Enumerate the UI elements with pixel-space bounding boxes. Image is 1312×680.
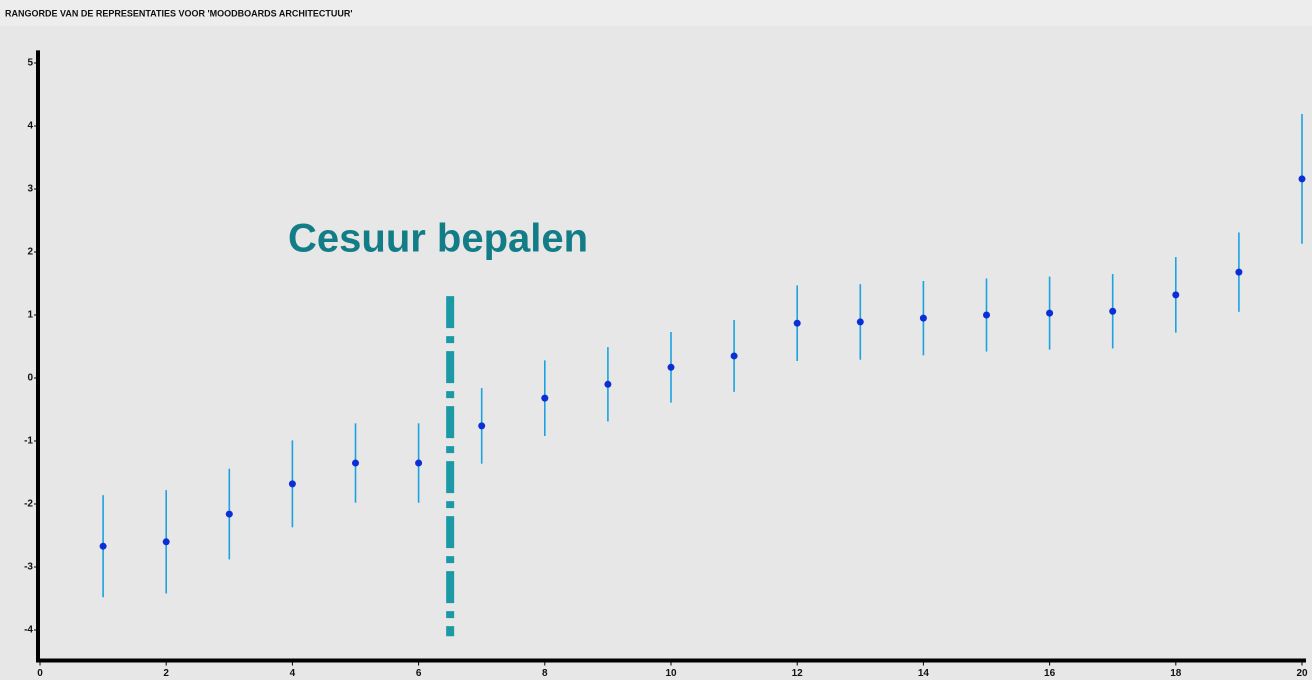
y-tick-label: 3 <box>27 184 33 195</box>
x-tick-label: 4 <box>290 668 296 679</box>
point <box>1046 309 1054 317</box>
point <box>983 311 990 319</box>
y-tick-label: -1 <box>24 436 33 447</box>
point <box>604 380 612 388</box>
point <box>856 318 864 326</box>
point <box>478 422 486 430</box>
chart-title: RANGORDE VAN DE REPRESENTATIES VOOR 'MOO… <box>5 8 352 18</box>
x-tick-label: 2 <box>163 668 169 679</box>
y-tick-label: 0 <box>27 373 33 384</box>
point <box>793 319 801 327</box>
y-tick-label: 5 <box>27 58 33 69</box>
x-tick-label: 0 <box>37 668 43 679</box>
point <box>1109 307 1117 315</box>
point <box>225 510 233 518</box>
x-tick-label: 8 <box>542 668 548 679</box>
point <box>99 542 107 550</box>
point <box>1235 268 1243 276</box>
y-tick-label: -2 <box>24 499 33 510</box>
x-tick-label: 10 <box>665 668 677 679</box>
y-tick-label: 1 <box>27 310 33 321</box>
x-tick-label: 16 <box>1044 668 1056 679</box>
y-tick-label: 4 <box>27 121 33 132</box>
point <box>730 352 738 360</box>
annotation: Cesuur bepalen <box>288 217 588 261</box>
x-tick-label: 20 <box>1296 668 1308 679</box>
x-tick-label: 18 <box>1170 668 1182 679</box>
y-tick-label: -3 <box>24 562 33 573</box>
x-tick-label: 14 <box>918 668 930 679</box>
point <box>1172 291 1180 299</box>
x-tick-label: 6 <box>416 668 422 679</box>
y-tick-label: -4 <box>24 625 33 636</box>
point <box>919 314 927 322</box>
point <box>352 459 359 467</box>
y-tick-label: 2 <box>27 247 33 258</box>
point <box>415 459 423 467</box>
x-tick-label: 12 <box>792 668 804 679</box>
point <box>288 480 296 488</box>
point <box>667 363 675 371</box>
point <box>162 538 170 546</box>
title-band <box>0 0 1312 26</box>
point <box>541 394 549 402</box>
point <box>1298 175 1306 183</box>
